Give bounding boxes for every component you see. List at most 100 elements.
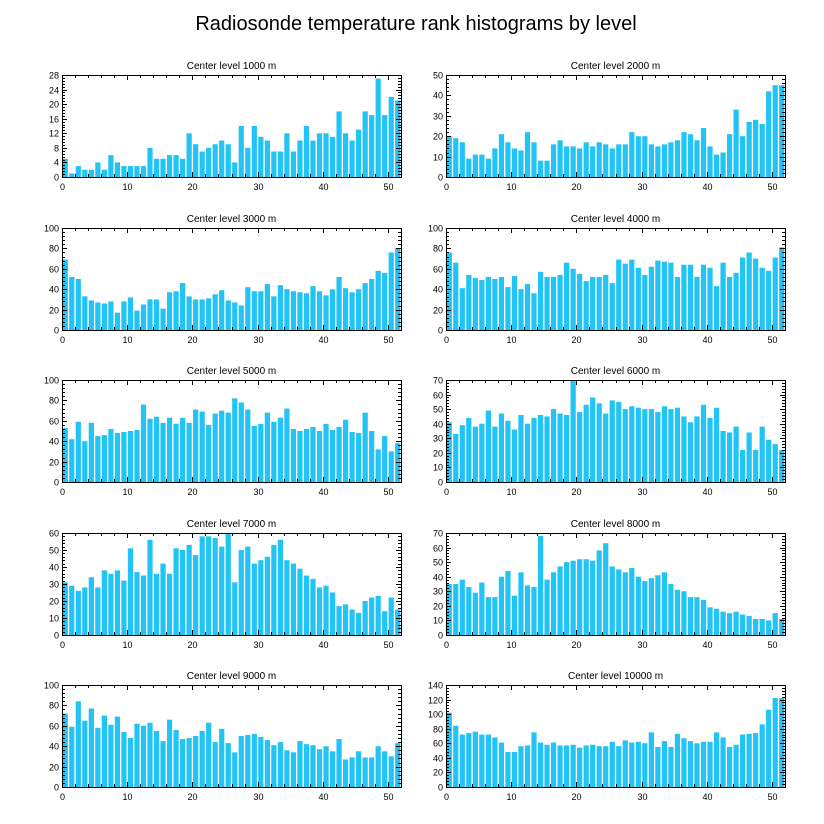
x-tick-label: 0	[60, 640, 65, 650]
x-tick-label: 0	[444, 487, 449, 497]
bar	[134, 429, 140, 482]
bar	[518, 414, 524, 482]
bar	[323, 585, 329, 635]
bar	[388, 96, 394, 177]
bar	[766, 270, 772, 330]
bar	[323, 423, 329, 482]
bar	[655, 146, 661, 177]
x-tick-label: 0	[60, 792, 65, 802]
bar	[356, 129, 362, 177]
bar	[459, 288, 465, 330]
bar	[349, 140, 355, 177]
bar	[694, 416, 700, 482]
x-tick-label: 50	[383, 182, 393, 192]
bar	[199, 730, 205, 787]
bar	[127, 738, 134, 787]
bar	[193, 409, 199, 482]
bar	[316, 133, 323, 177]
bar	[375, 270, 381, 330]
bar	[369, 597, 375, 635]
bar	[583, 559, 589, 635]
bar	[245, 287, 251, 330]
bar	[382, 751, 388, 787]
bar	[603, 746, 609, 787]
bar	[472, 426, 478, 482]
bar	[446, 584, 452, 635]
bar	[687, 741, 694, 787]
bar	[498, 576, 505, 635]
bar	[382, 611, 388, 635]
bar	[303, 744, 310, 787]
bar	[166, 417, 173, 482]
bar	[310, 426, 316, 482]
bar	[369, 757, 375, 787]
bar	[544, 579, 550, 635]
bar	[264, 140, 270, 177]
y-tick-label: 20	[49, 306, 59, 316]
bar	[336, 606, 342, 635]
bar	[277, 151, 284, 177]
bar	[583, 281, 589, 330]
x-tick-label: 50	[383, 487, 393, 497]
bar	[264, 740, 270, 787]
bar	[225, 144, 231, 177]
x-tick-label: 10	[122, 487, 132, 497]
bar	[668, 409, 674, 482]
bar	[492, 279, 498, 330]
bar	[382, 115, 388, 177]
bar	[603, 543, 609, 635]
bar	[95, 587, 101, 635]
bar	[726, 613, 733, 635]
bar	[550, 409, 557, 482]
x-tick-label: 50	[767, 640, 777, 650]
bar	[127, 297, 134, 330]
panel-title: Center level 8000 m	[571, 519, 661, 530]
bar	[114, 162, 121, 177]
bar	[550, 572, 557, 635]
y-tick-label: 80	[49, 244, 59, 254]
y-tick-label: 20	[433, 306, 443, 316]
bar	[661, 741, 668, 787]
bar	[199, 411, 205, 482]
bar	[258, 737, 264, 787]
bar	[583, 404, 589, 482]
y-tick-label: 0	[438, 478, 443, 488]
bar	[700, 128, 707, 177]
bar	[310, 578, 316, 635]
bar	[577, 747, 583, 787]
histogram-panel-6: Center level 6000 m 0 10 20 30 40 50 0 10 20 30 40 5…	[433, 366, 786, 497]
bar	[622, 572, 628, 635]
bar	[746, 252, 752, 330]
bar	[121, 432, 127, 482]
bar	[342, 604, 349, 635]
bar	[101, 303, 107, 330]
bar	[284, 750, 290, 787]
bar	[147, 539, 153, 635]
bar	[603, 413, 609, 482]
bar	[290, 752, 297, 787]
bar	[759, 618, 765, 635]
bar	[596, 142, 602, 177]
y-tick-label: 40	[433, 91, 443, 101]
y-tick-label: 50	[49, 546, 59, 556]
bar	[740, 449, 746, 482]
bar	[570, 744, 576, 787]
bar	[726, 432, 733, 482]
bar	[674, 140, 681, 177]
bar	[479, 734, 485, 787]
histogram-panel-3: Center level 3000 m 0 10 20 30 40 50 0 20 40 60 80 1…	[44, 214, 402, 345]
bar	[199, 299, 205, 330]
bar	[114, 716, 121, 787]
bar	[583, 745, 589, 787]
bar	[779, 247, 785, 330]
bar	[629, 259, 635, 330]
bar	[349, 432, 355, 482]
bar	[746, 121, 752, 177]
bar	[655, 746, 661, 787]
bar	[655, 412, 661, 482]
bar	[557, 566, 563, 635]
bar	[382, 436, 388, 482]
bar	[753, 449, 759, 482]
bar	[212, 413, 218, 482]
bar	[166, 155, 173, 177]
